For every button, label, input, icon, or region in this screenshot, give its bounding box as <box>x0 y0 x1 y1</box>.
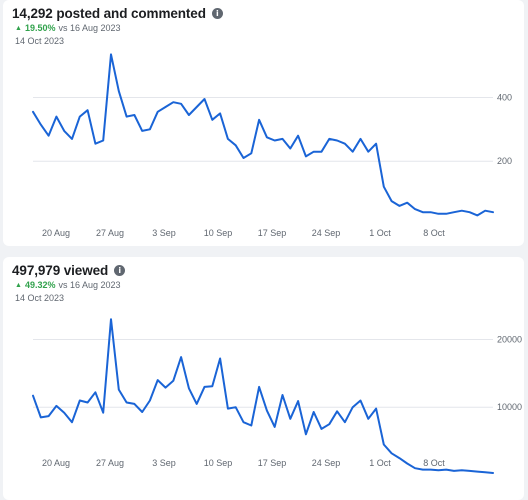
x-tick-label: 8 Oct <box>423 458 445 468</box>
x-tick-label: 1 Oct <box>369 228 391 238</box>
x-tick-label: 27 Aug <box>96 458 124 468</box>
x-tick-label: 10 Sep <box>204 228 233 238</box>
x-tick-label: 20 Aug <box>42 458 70 468</box>
y-tick-label: 20000 <box>497 334 522 344</box>
viewed-chart: 10000 20000 20 Aug 27 Aug 3 Sep 10 Sep 17 Sep 2… <box>32 318 522 474</box>
change-row: ▲ 19.50% vs 16 Aug 2023 <box>15 23 121 33</box>
metric-title: 14,292 posted and commented <box>12 6 206 21</box>
date-label: 14 Oct 2023 <box>15 36 65 46</box>
x-tick-label: 24 Sep <box>312 228 341 238</box>
viewed-card: 497,979 viewed i ▲ 49.32% vs 16 Aug 2023… <box>3 257 524 500</box>
x-tick-label: 17 Sep <box>258 458 287 468</box>
up-arrow-icon: ▲ <box>15 24 22 32</box>
x-tick-label: 8 Oct <box>423 228 445 238</box>
x-tick-label: 20 Aug <box>42 228 70 238</box>
x-tick-label: 1 Oct <box>369 458 391 468</box>
x-tick-label: 10 Sep <box>204 458 233 468</box>
x-tick-label: 27 Aug <box>96 228 124 238</box>
x-tick-label: 24 Sep <box>312 458 341 468</box>
change-comparison: vs 16 Aug 2023 <box>58 280 121 290</box>
y-tick-label: 10000 <box>497 402 522 412</box>
x-tick-label: 3 Sep <box>152 458 176 468</box>
change-row: ▲ 49.32% vs 16 Aug 2023 <box>15 280 121 290</box>
metric-title: 497,979 viewed <box>12 263 109 278</box>
series-line <box>32 318 494 474</box>
info-icon[interactable]: i <box>211 8 223 19</box>
change-percent: 49.32% <box>24 280 56 290</box>
up-arrow-icon: ▲ <box>15 281 22 289</box>
card-header: 14,292 posted and commented i <box>12 6 223 21</box>
posted-commented-chart: 200 400 20 Aug 27 Aug 3 Sep 10 Sep 17 Sep 24 Se… <box>32 53 512 238</box>
card-header: 497,979 viewed i <box>12 263 126 278</box>
change-comparison: vs 16 Aug 2023 <box>58 23 121 33</box>
info-icon[interactable]: i <box>114 265 126 276</box>
series-line <box>32 53 494 217</box>
date-label: 14 Oct 2023 <box>15 293 65 303</box>
change-percent: 19.50% <box>24 23 56 33</box>
x-tick-label: 3 Sep <box>152 228 176 238</box>
y-tick-label: 400 <box>497 92 512 102</box>
posted-commented-card: 14,292 posted and commented i ▲ 19.50% v… <box>3 0 524 246</box>
x-tick-label: 17 Sep <box>258 228 287 238</box>
y-tick-label: 200 <box>497 156 512 166</box>
